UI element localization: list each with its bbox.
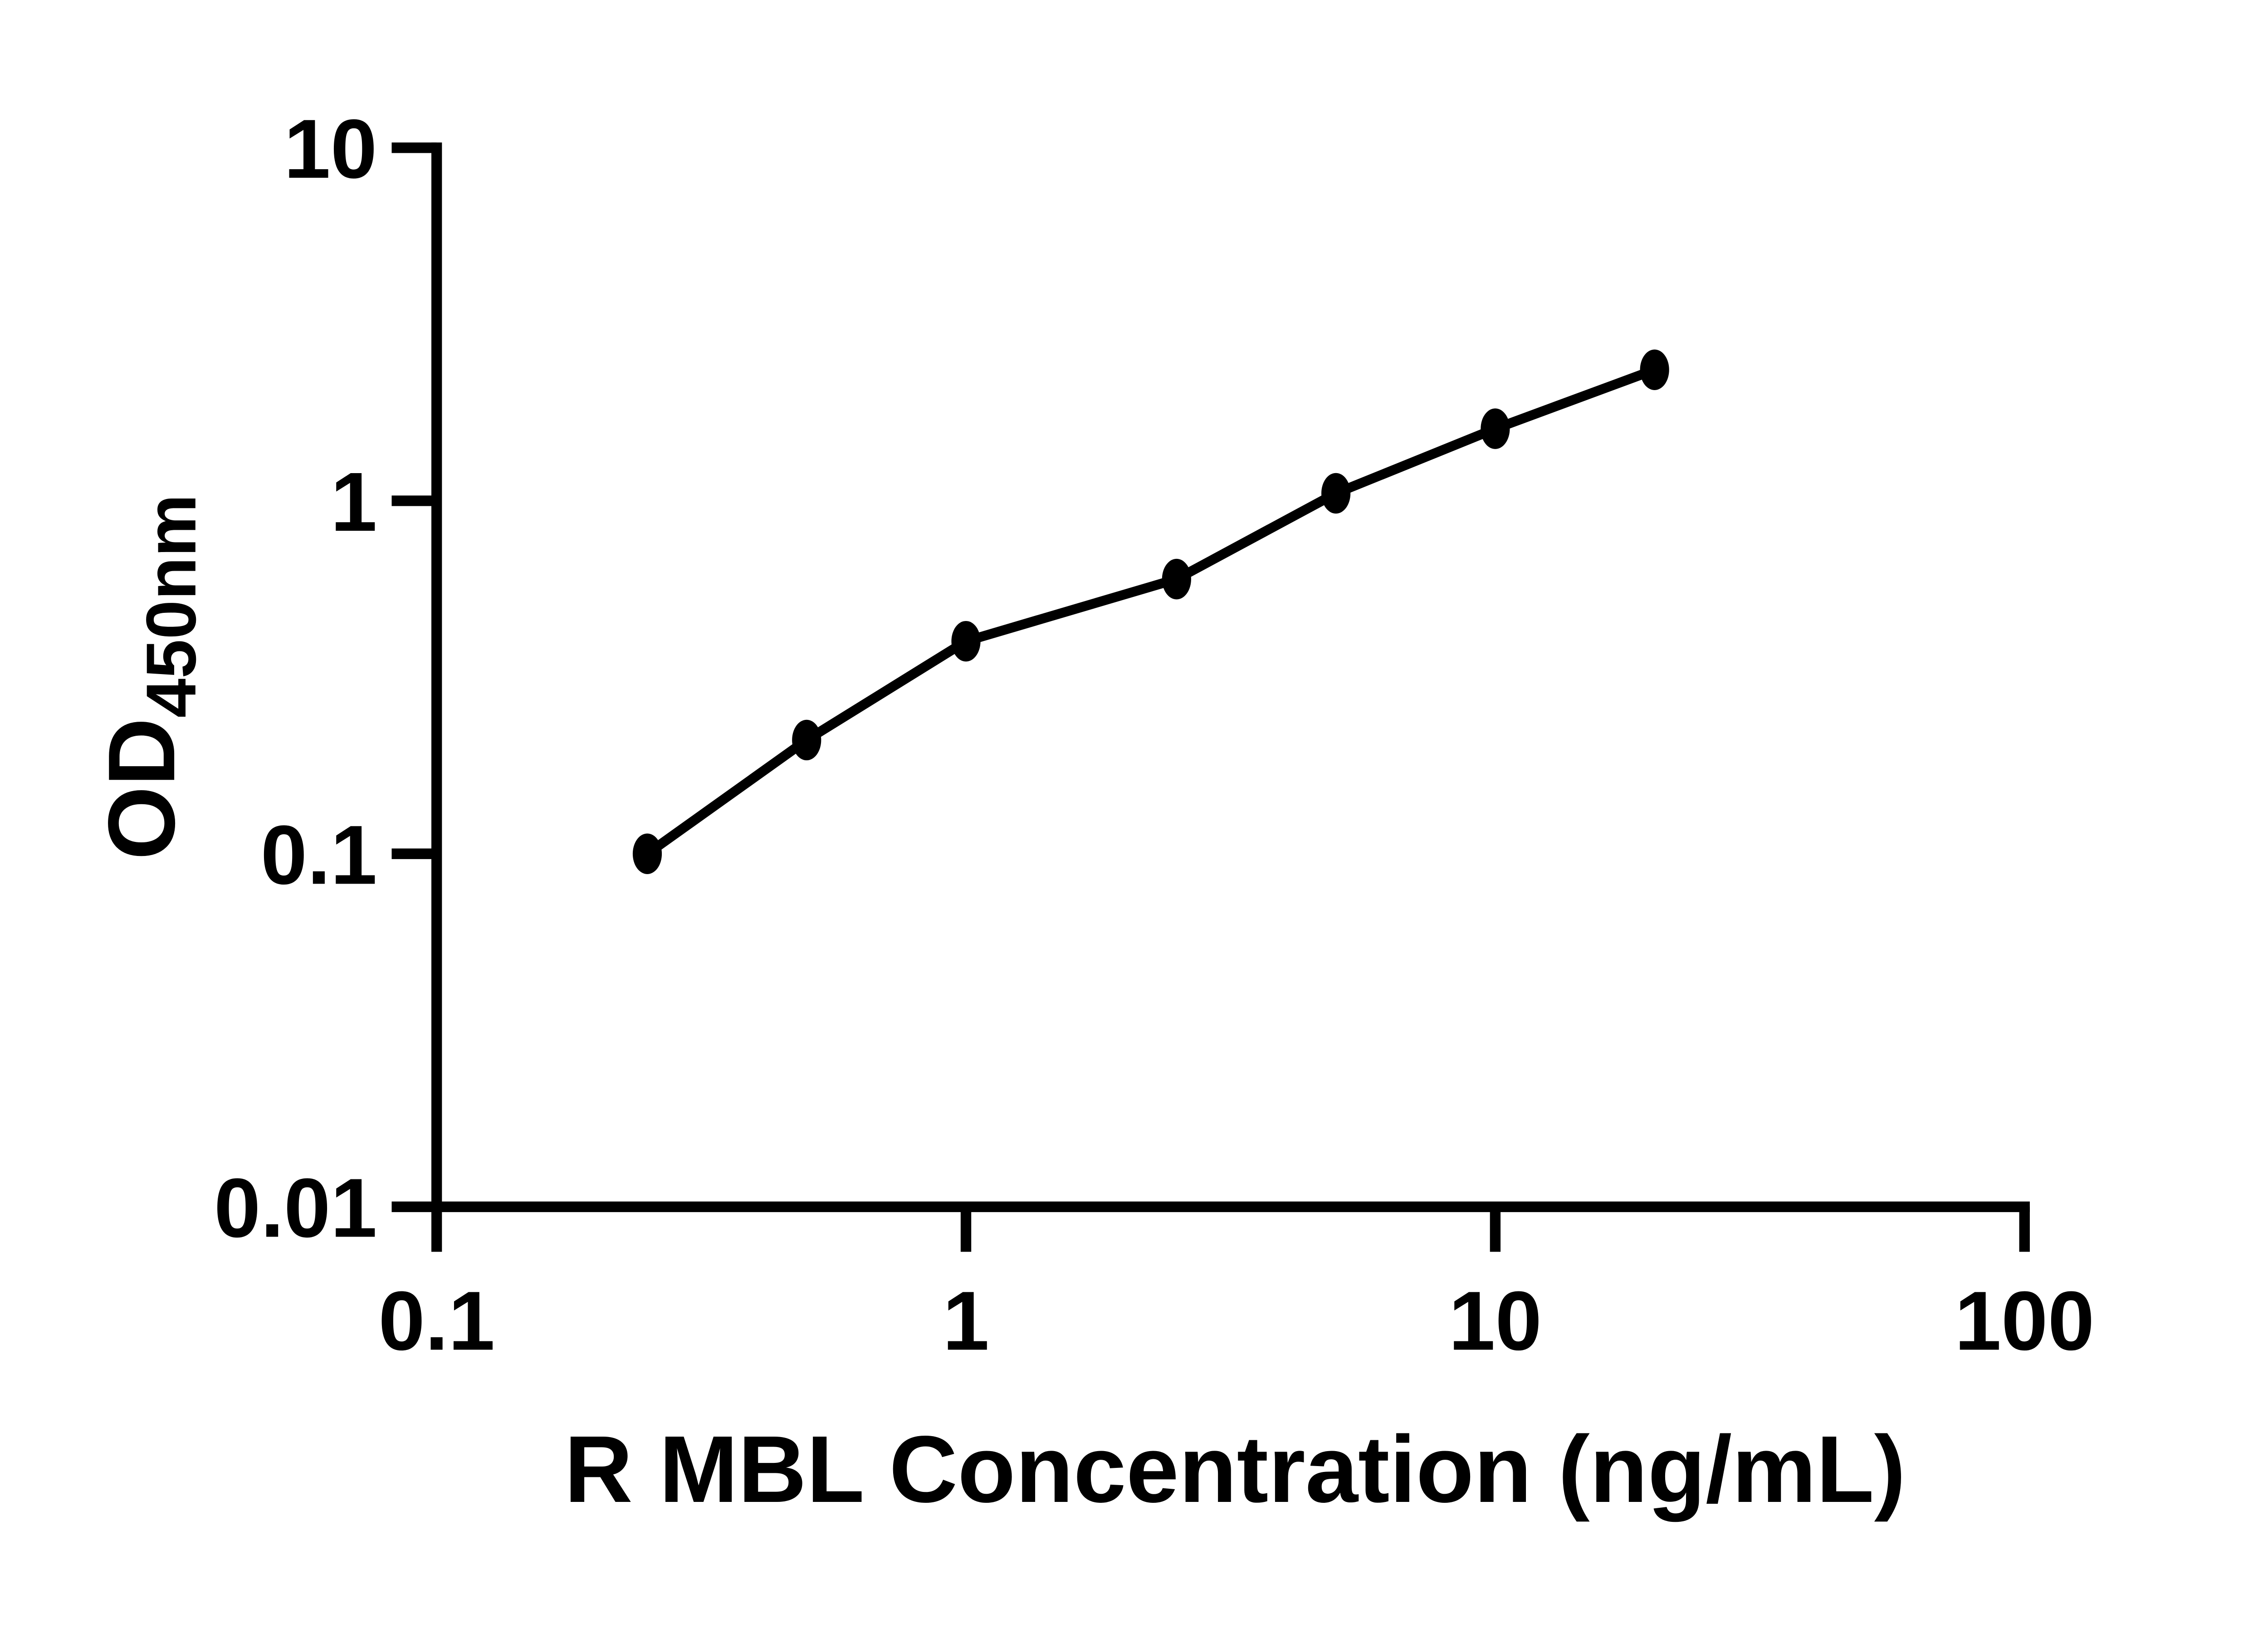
data-point xyxy=(1321,473,1351,514)
data-point xyxy=(1481,408,1510,449)
y-axis-title: OD450nm xyxy=(89,494,210,860)
x-tick-label: 0.1 xyxy=(378,1274,495,1368)
y-tick-label: 10 xyxy=(284,103,377,196)
data-point xyxy=(951,621,981,662)
x-tick-label: 100 xyxy=(1955,1274,2094,1368)
y-axis-title-main: OD xyxy=(89,718,195,860)
data-point xyxy=(1640,349,1669,390)
y-tick-label: 0.01 xyxy=(214,1162,377,1255)
x-tick-label: 10 xyxy=(1449,1274,1542,1368)
standard-curve-figure: 0.01 0.1 1 10 0.1 1 10 100 R MBL Concentration … xyxy=(89,102,2095,1522)
x-axis-title: R MBL Concentration (ng/mL) xyxy=(564,1417,1906,1522)
y-axis-title-subscript: 450nm xyxy=(132,494,210,718)
y-tick-label: 1 xyxy=(331,455,377,549)
x-tick-label: 1 xyxy=(943,1274,989,1368)
data-point xyxy=(792,719,821,761)
y-tick-label: 0.1 xyxy=(261,808,377,902)
data-point xyxy=(1162,558,1191,600)
axes xyxy=(391,142,2030,1252)
data-point xyxy=(632,833,662,874)
data-series xyxy=(632,349,1669,874)
axis-lines xyxy=(431,142,2030,1213)
